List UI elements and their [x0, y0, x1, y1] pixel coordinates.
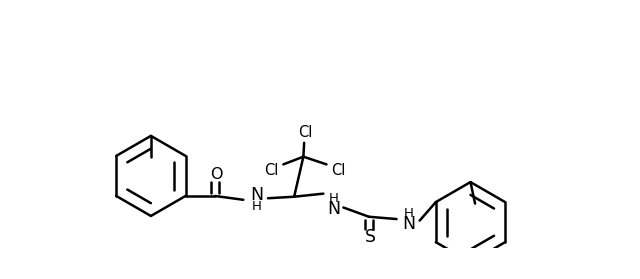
Text: H: H	[252, 200, 262, 213]
Text: Cl: Cl	[332, 163, 346, 178]
Text: N: N	[328, 200, 340, 218]
Text: H: H	[329, 192, 339, 205]
Text: H: H	[404, 207, 414, 220]
Text: N: N	[251, 186, 264, 204]
Text: S: S	[365, 228, 376, 246]
Text: Cl: Cl	[264, 163, 278, 178]
Text: Cl: Cl	[298, 124, 312, 140]
Text: N: N	[403, 215, 415, 234]
Text: O: O	[210, 167, 223, 182]
